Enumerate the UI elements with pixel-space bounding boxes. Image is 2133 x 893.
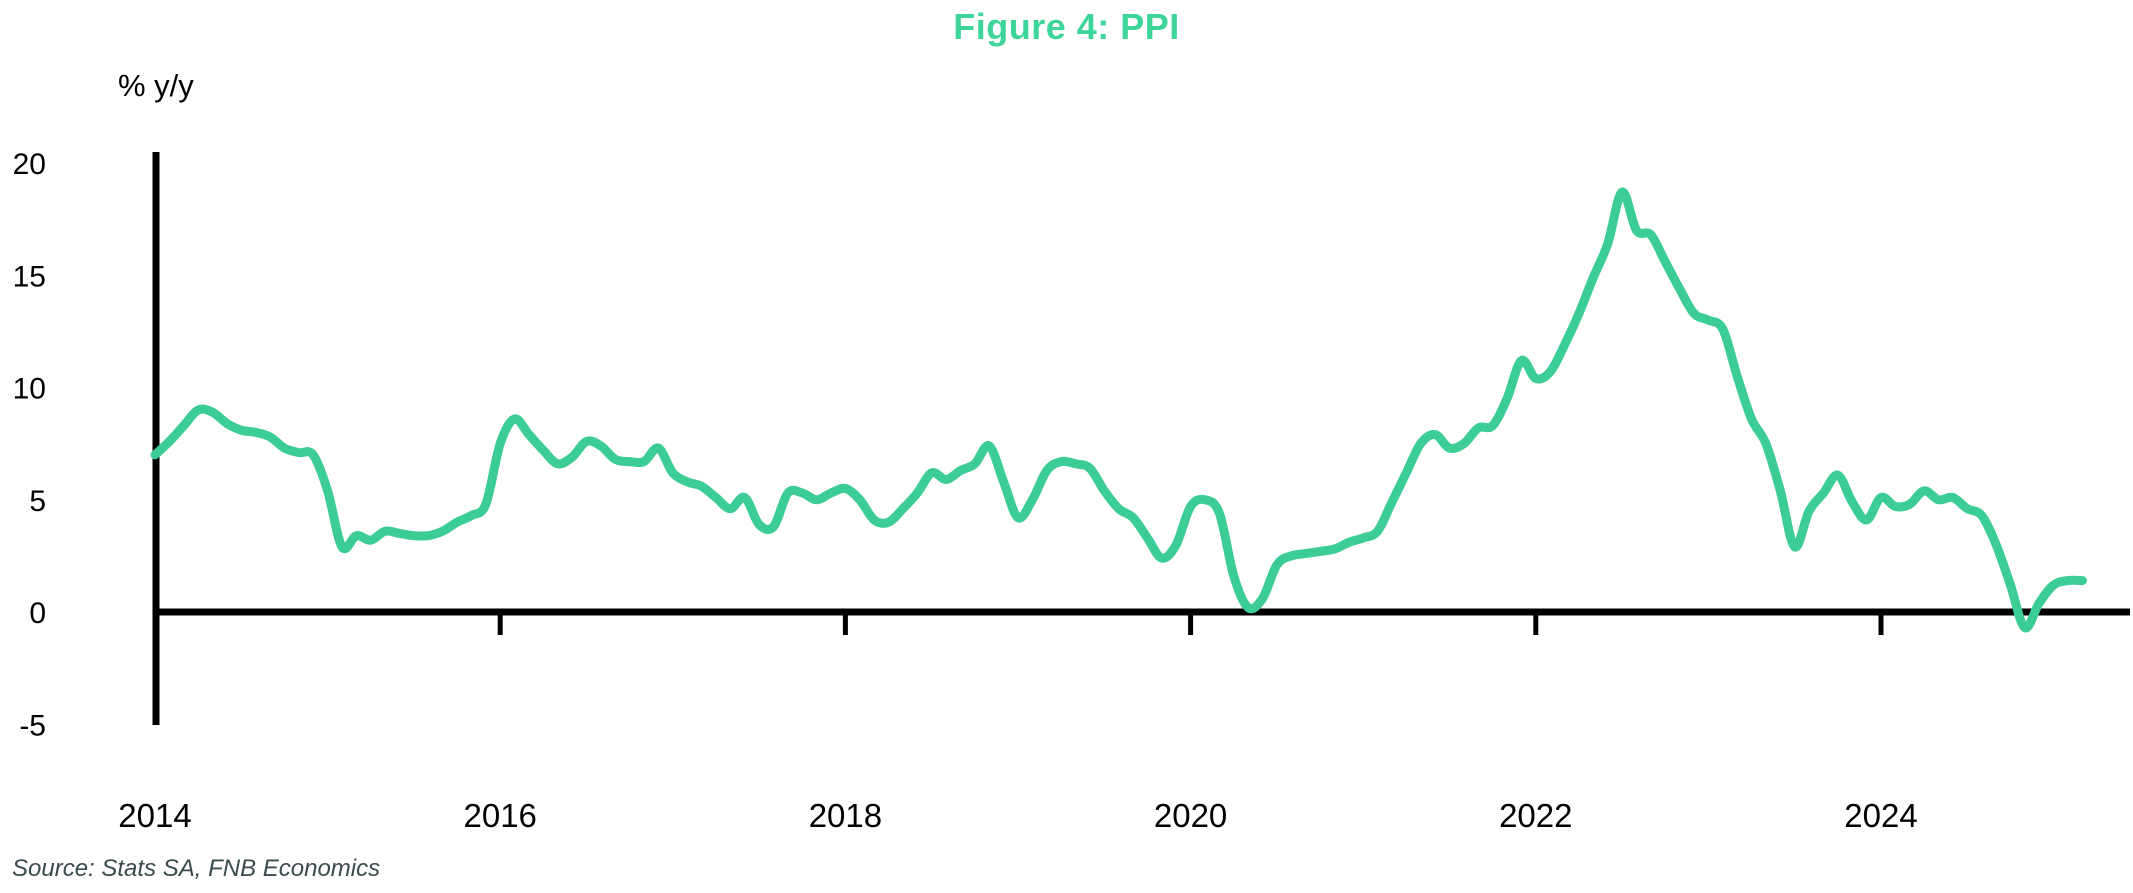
- y-axis-tick-label: 5: [29, 485, 46, 518]
- y-axis-tick-labels: 20 15 10 5 0 -5: [13, 148, 46, 742]
- x-axis-tick-label: 2018: [809, 797, 882, 834]
- x-axis-tick-labels: 2014 2016 2018 2020 2022 2024: [118, 797, 1917, 834]
- x-axis-ticks: [497, 612, 1884, 635]
- y-axis-tick-label: 20: [13, 148, 46, 181]
- y-axis-unit-label: % y/y: [118, 68, 194, 103]
- y-axis-tick-label: -5: [19, 709, 46, 742]
- y-axis-tick-label: 15: [13, 260, 46, 293]
- x-axis-tick-label: 2022: [1499, 797, 1572, 834]
- source-note: Source: Stats SA, FNB Economics: [12, 855, 381, 882]
- x-axis-tick-label: 2024: [1844, 797, 1917, 834]
- chart-title: Figure 4: PPI: [953, 6, 1180, 47]
- x-axis-tick-label: 2016: [463, 797, 536, 834]
- y-axis-tick-label: 10: [13, 373, 46, 406]
- ppi-series-line: [150, 187, 2087, 633]
- y-axis-tick-label: 0: [29, 597, 46, 630]
- x-axis-tick-label: 2020: [1154, 797, 1227, 834]
- x-axis-tick-label: 2014: [118, 797, 191, 834]
